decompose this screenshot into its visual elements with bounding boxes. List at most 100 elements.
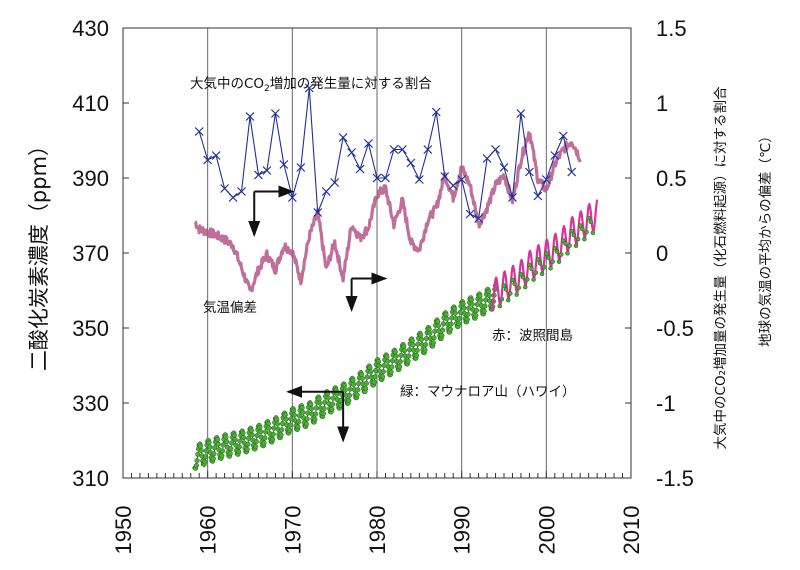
- co2-ratio-point: [254, 170, 263, 180]
- maunaloa-co2-point: [544, 251, 549, 256]
- x-marker-stroke: [397, 145, 407, 154]
- maunaloa-co2-point: [539, 271, 545, 277]
- maunaloa-co2-point: [483, 297, 489, 303]
- maunaloa-co2-point: [456, 315, 463, 322]
- maunaloa-co2-point: [426, 326, 432, 332]
- maunaloa-co2-point: [567, 243, 572, 248]
- maunaloa-co2-point: [571, 232, 577, 238]
- maunaloa-co2-point: [482, 303, 488, 309]
- maunaloa-co2-point: [227, 451, 233, 457]
- co2-ratio-point: [550, 151, 560, 160]
- maunaloa-co2-point: [356, 380, 362, 387]
- co2-ratio-point: [381, 173, 390, 183]
- maunaloa-co2-point: [224, 439, 230, 445]
- x-marker-stroke: [220, 184, 230, 193]
- maunaloa-co2-point: [588, 219, 594, 225]
- maunaloa-co2-point: [206, 439, 212, 446]
- co2-ratio-point: [482, 154, 492, 163]
- maunaloa-co2-point: [261, 440, 267, 446]
- maunaloa-co2-point: [444, 316, 450, 322]
- maunaloa-co2-point: [270, 436, 276, 442]
- maunaloa-co2-point: [512, 281, 517, 287]
- maunaloa-co2-point: [329, 401, 336, 407]
- x-marker-stroke: [406, 158, 416, 168]
- maunaloa-co2-point: [296, 419, 302, 425]
- maunaloa-co2-point: [279, 421, 286, 427]
- maunaloa-co2-point: [466, 305, 472, 311]
- maunaloa-co2-point: [550, 259, 555, 264]
- x-marker-stroke: [567, 167, 577, 177]
- maunaloa-co2-point: [443, 311, 449, 318]
- x-tick-label: 1980: [365, 506, 390, 555]
- arrows-layer: [248, 185, 388, 443]
- maunaloa-co2-point: [358, 371, 365, 377]
- co2-ratio-point: [364, 139, 373, 148]
- x-marker-stroke: [474, 214, 484, 223]
- maunaloa-co2-point: [537, 260, 543, 266]
- maunaloa-co2-point: [346, 397, 352, 404]
- maunaloa-co2-point: [262, 429, 269, 435]
- x-marker-stroke: [533, 191, 543, 201]
- maunaloa-co2-point: [253, 443, 259, 450]
- maunaloa-co2-point: [423, 342, 429, 348]
- maunaloa-co2-point: [465, 311, 471, 317]
- co2-ratio-point: [423, 145, 433, 154]
- co2-ratio-point: [237, 187, 246, 196]
- maunaloa-co2-point: [258, 429, 264, 435]
- maunaloa-co2-point: [214, 437, 221, 443]
- maunaloa-co2-point: [499, 296, 505, 302]
- maunaloa-co2-point: [432, 328, 438, 334]
- y-axis-label: 二酸化炭素濃度（ppm）: [27, 135, 51, 371]
- maunaloa-co2-point: [584, 229, 589, 235]
- maunaloa-co2-point: [304, 416, 310, 422]
- x-marker-stroke: [448, 181, 458, 190]
- maunaloa-co2-point: [265, 421, 271, 427]
- maunaloa-co2-point: [296, 413, 302, 419]
- maunaloa-co2-point: [554, 249, 560, 254]
- y-tick-label: 330: [72, 391, 109, 416]
- co2-ratio-point: [457, 175, 467, 184]
- x-marker-stroke: [270, 109, 280, 118]
- maunaloa-co2-point: [397, 364, 403, 370]
- x-marker-stroke: [550, 151, 560, 160]
- grid-lines: [207, 28, 547, 478]
- maunaloa-co2-point: [503, 287, 509, 292]
- x-marker-stroke: [347, 148, 357, 157]
- maunaloa-co2-point: [533, 270, 539, 276]
- maunaloa-co2-point: [347, 386, 353, 392]
- maunaloa-co2-point: [505, 297, 511, 303]
- maunaloa-co2-point: [575, 236, 581, 242]
- co2-ratio-point: [558, 131, 568, 141]
- maunaloa-co2-point: [580, 226, 585, 232]
- maunaloa-co2-point: [313, 411, 319, 417]
- maunaloa-co2-point: [565, 251, 570, 256]
- maunaloa-co2-point: [341, 383, 348, 389]
- axis-pointer-arrow: [286, 385, 350, 443]
- maunaloa-co2-point: [308, 401, 314, 408]
- maunaloa-co2-point: [590, 230, 596, 235]
- maunaloa-co2-point: [322, 399, 328, 405]
- co2-ratio-point: [338, 133, 348, 142]
- maunaloa-co2-point: [193, 462, 199, 469]
- co2-ratio-point: [270, 109, 280, 118]
- co2-ratio-point: [355, 164, 365, 174]
- maunaloa-co2-point: [219, 448, 226, 454]
- temperature-anomaly-line: [193, 131, 582, 293]
- maunaloa-co2-point: [287, 422, 293, 428]
- maunaloa-co2-point: [215, 441, 221, 447]
- maunaloa-co2-point: [427, 330, 433, 336]
- co2-ratio-point: [321, 187, 331, 196]
- x-marker-stroke: [414, 175, 424, 184]
- maunaloa-co2-point: [313, 405, 319, 411]
- x-marker-stroke: [440, 172, 450, 181]
- co2-ratio-point: [397, 145, 407, 154]
- maunaloa-co2-point: [380, 369, 386, 375]
- co2-ratio-point: [516, 109, 526, 118]
- maunaloa-co2-point: [440, 321, 446, 327]
- co2-ratio-point: [440, 172, 450, 181]
- x-marker-stroke: [381, 173, 390, 183]
- maunaloa-co2-point: [452, 306, 458, 312]
- y2-axis-label-ratio: 大気中のCO₂増加量の発生量（化石燃料起源）に対する割合: [712, 86, 729, 449]
- co2-ratio-point: [313, 208, 323, 217]
- x-tick-label: 2010: [619, 506, 644, 555]
